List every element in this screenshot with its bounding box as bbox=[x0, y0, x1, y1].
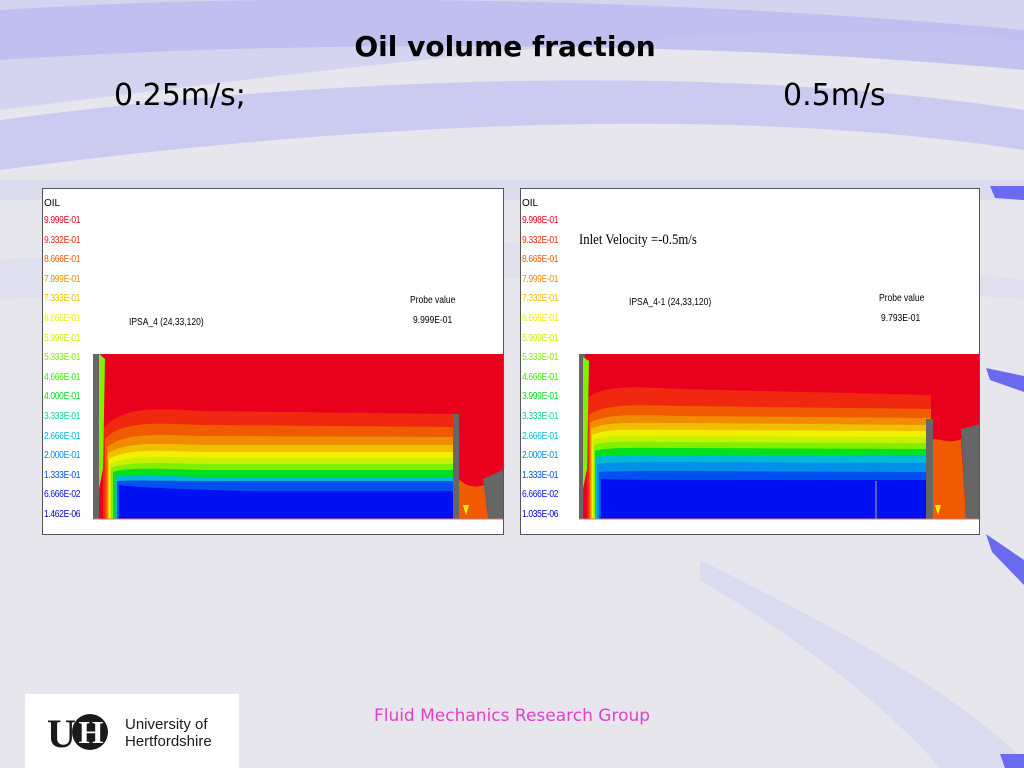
right-contour-image bbox=[579, 354, 979, 520]
probe-value: 9.793E-01 bbox=[881, 313, 921, 324]
legend-item: 2.666E-01 bbox=[44, 430, 81, 442]
legend-item: 4.000E-01 bbox=[44, 391, 81, 403]
legend-item: 9.332E-01 bbox=[44, 234, 81, 246]
legend-item: 1.462E-06 bbox=[44, 508, 81, 520]
legend-item: 3.333E-01 bbox=[44, 410, 81, 422]
probe-label: Probe value bbox=[410, 295, 456, 306]
legend-item: 5.333E-01 bbox=[44, 352, 81, 364]
right-speed-label: 0.5m/s bbox=[783, 78, 886, 113]
case-label: IPSA_4-1 (24,33,120) bbox=[629, 297, 712, 308]
left-speed-label: 0.25m/s; bbox=[114, 78, 246, 113]
inlet-velocity-label: Inlet Velocity =-0.5m/s bbox=[579, 232, 697, 248]
logo-name: University of Hertfordshire bbox=[125, 716, 212, 750]
probe-value: 9.999E-01 bbox=[413, 315, 453, 326]
footer-group-name: Fluid Mechanics Research Group bbox=[373, 706, 651, 726]
legend-item: 5.333E-01 bbox=[522, 352, 559, 364]
case-label: IPSA_4 (24,33,120) bbox=[129, 317, 204, 328]
legend-item: 6.666E-01 bbox=[44, 312, 81, 324]
left-contour-image bbox=[93, 354, 503, 520]
right-contour-plot: OIL 9.998E-01 9.332E-01 8.665E-01 7.999E-01… bbox=[520, 188, 980, 535]
legend-item: 9.998E-01 bbox=[522, 215, 559, 226]
legend-title: OIL bbox=[44, 198, 61, 209]
legend-item: 1.035E-06 bbox=[522, 508, 559, 520]
slide-title: Oil volume fraction bbox=[354, 30, 656, 63]
legend-item: 5.999E-01 bbox=[44, 332, 81, 344]
legend-item: 4.666E-01 bbox=[44, 371, 81, 383]
legend-item: 7.999E-01 bbox=[44, 273, 81, 285]
probe-label: Probe value bbox=[879, 293, 925, 304]
right-legend: OIL 9.998E-01 9.332E-01 8.665E-01 7.999E-01… bbox=[522, 197, 565, 525]
legend-item: 8.666E-01 bbox=[44, 254, 81, 266]
legend-item: 2.000E-01 bbox=[522, 450, 559, 462]
legend-item: 2.000E-01 bbox=[44, 450, 81, 462]
legend-item: 7.332E-01 bbox=[522, 293, 559, 305]
legend-item: 6.666E-02 bbox=[522, 489, 559, 501]
legend-item: 7.999E-01 bbox=[522, 273, 559, 285]
logo-line-2: Hertfordshire bbox=[125, 733, 212, 750]
legend-item: 3.333E-01 bbox=[522, 410, 559, 422]
legend-item: 5.999E-01 bbox=[522, 332, 559, 344]
logo-line-1: University of bbox=[125, 716, 208, 733]
left-contour-plot: OIL 9.999E-01 9.332E-01 8.666E-01 7.999E-01… bbox=[42, 188, 504, 535]
legend-item: 8.665E-01 bbox=[522, 254, 559, 266]
legend-item: 6.666E-01 bbox=[522, 312, 559, 324]
legend-item: 9.332E-01 bbox=[522, 234, 559, 246]
legend-item: 2.666E-01 bbox=[522, 430, 559, 442]
legend-item: 1.333E-01 bbox=[522, 469, 559, 481]
legend-title: OIL bbox=[522, 198, 539, 209]
legend-item: 6.666E-02 bbox=[44, 489, 81, 501]
legend-item: 7.333E-01 bbox=[44, 293, 81, 305]
legend-item: 1.333E-01 bbox=[44, 469, 81, 481]
legend-item: 9.999E-01 bbox=[44, 215, 81, 226]
left-legend: OIL 9.999E-01 9.332E-01 8.666E-01 7.999E-01… bbox=[44, 197, 87, 525]
legend-item: 3.999E-01 bbox=[522, 391, 559, 403]
legend-item: 4.666E-01 bbox=[522, 371, 559, 383]
